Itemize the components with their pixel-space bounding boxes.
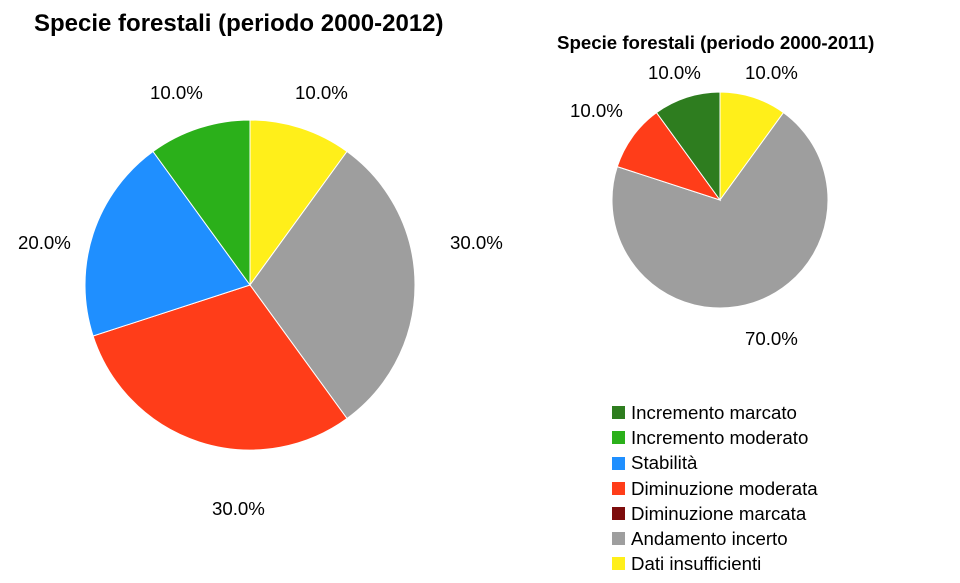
slice-label-andamento_incerto: 30.0%: [450, 232, 503, 254]
legend-label-incremento_moderato: Incremento moderato: [631, 425, 808, 450]
legend-swatch-incremento_marcato: [612, 406, 625, 419]
slice-label-diminuzione_moderata: 10.0%: [570, 100, 623, 122]
legend-item-incremento_marcato: Incremento marcato: [612, 400, 818, 425]
slice-label-andamento_incerto: 70.0%: [745, 328, 798, 350]
legend-swatch-diminuzione_marcata: [612, 507, 625, 520]
slice-label-dati_insufficienti: 10.0%: [745, 62, 798, 84]
legend-item-diminuzione_marcata: Diminuzione marcata: [612, 501, 818, 526]
slice-label-stabilita: 20.0%: [18, 232, 71, 254]
legend-item-andamento_incerto: Andamento incerto: [612, 526, 818, 551]
legend-label-andamento_incerto: Andamento incerto: [631, 526, 788, 551]
legend-label-diminuzione_marcata: Diminuzione marcata: [631, 501, 806, 526]
legend-item-dati_insufficienti: Dati insufficienti: [612, 551, 818, 576]
legend-item-stabilita: Stabilità: [612, 450, 818, 475]
legend-label-dati_insufficienti: Dati insufficienti: [631, 551, 761, 576]
legend-label-diminuzione_moderata: Diminuzione moderata: [631, 476, 818, 501]
legend: Incremento marcatoIncremento moderatoSta…: [612, 400, 818, 576]
legend-label-stabilita: Stabilità: [631, 450, 697, 475]
legend-item-incremento_moderato: Incremento moderato: [612, 425, 818, 450]
legend-label-incremento_marcato: Incremento marcato: [631, 400, 797, 425]
slice-label-diminuzione_moderata: 30.0%: [212, 498, 265, 520]
legend-swatch-diminuzione_moderata: [612, 482, 625, 495]
legend-swatch-stabilita: [612, 457, 625, 470]
legend-swatch-incremento_moderato: [612, 431, 625, 444]
legend-swatch-andamento_incerto: [612, 532, 625, 545]
legend-swatch-dati_insufficienti: [612, 557, 625, 570]
slice-label-incremento_moderato: 10.0%: [150, 82, 203, 104]
slice-label-dati_insufficienti: 10.0%: [295, 82, 348, 104]
slice-label-incremento_marcato: 10.0%: [648, 62, 701, 84]
legend-item-diminuzione_moderata: Diminuzione moderata: [612, 476, 818, 501]
